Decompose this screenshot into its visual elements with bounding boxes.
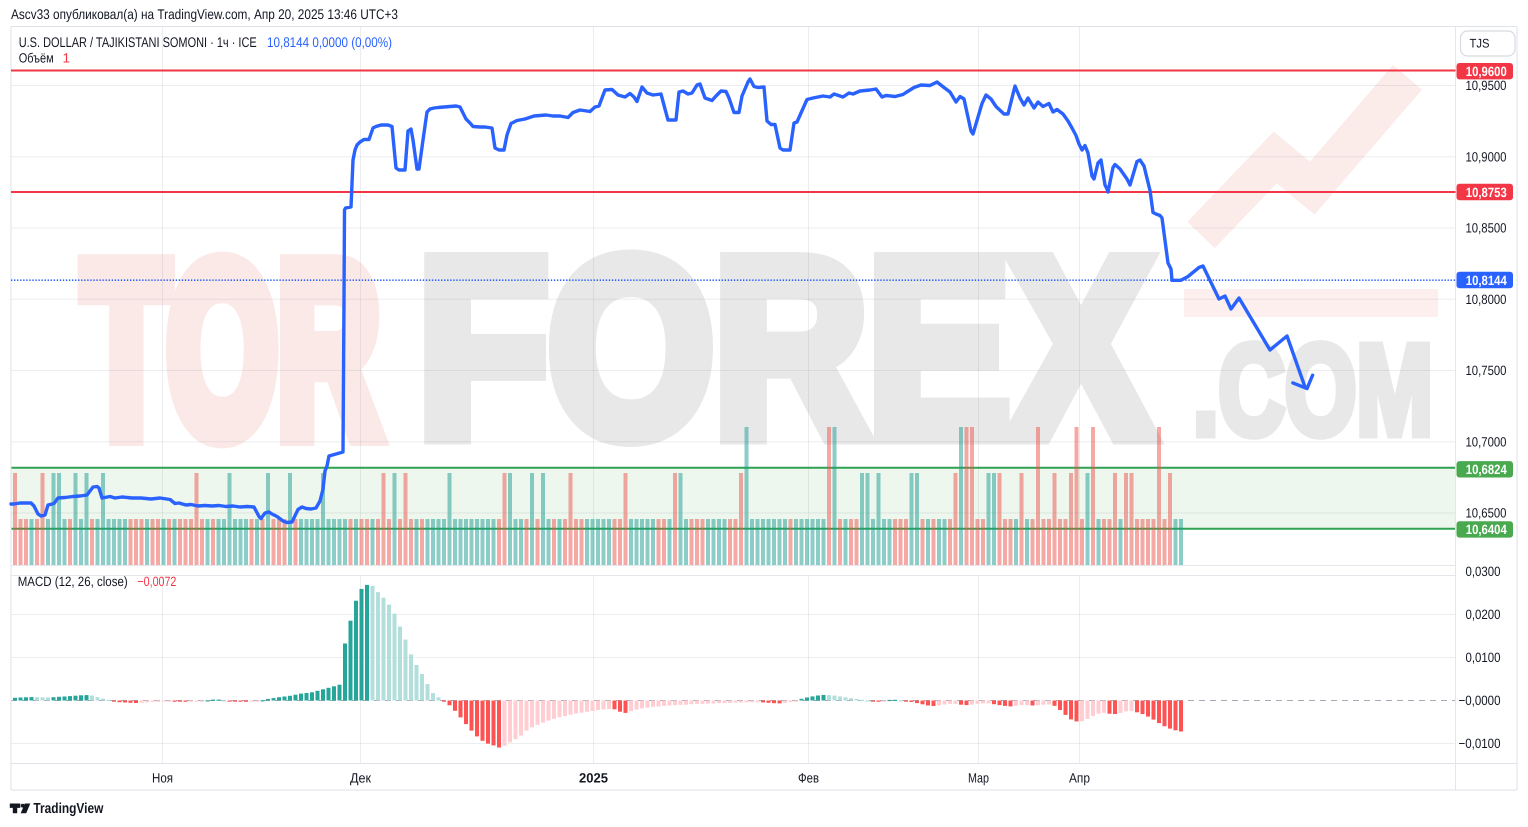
svg-text:Фев: Фев <box>798 770 819 785</box>
svg-text:10,8500: 10,8500 <box>1466 221 1507 236</box>
svg-text:Ноя: Ноя <box>152 770 173 785</box>
svg-text:10,6404: 10,6404 <box>1466 522 1507 537</box>
svg-text:MACD (12, 26, close): MACD (12, 26, close) <box>18 574 128 589</box>
svg-text:10,8000: 10,8000 <box>1466 292 1507 307</box>
svg-text:Ascv33 опубликовал(а) на Tradi: Ascv33 опубликовал(а) на TradingView.com… <box>11 6 398 22</box>
svg-text:FOREX: FOREX <box>418 208 1152 489</box>
svg-text:10,8144: 10,8144 <box>1466 273 1507 288</box>
svg-text:.COM: .COM <box>1193 319 1433 462</box>
svg-text:10,6824: 10,6824 <box>1466 462 1507 477</box>
svg-text:10,6500: 10,6500 <box>1466 506 1507 521</box>
svg-text:TJS: TJS <box>1470 37 1490 51</box>
svg-text:10,7500: 10,7500 <box>1466 363 1507 378</box>
svg-text:0,0200: 0,0200 <box>1466 607 1501 622</box>
svg-text:Мар: Мар <box>968 770 989 785</box>
svg-text:−0,0100: −0,0100 <box>1459 736 1501 751</box>
svg-text:Объём: Объём <box>19 51 54 66</box>
svg-text:Апр: Апр <box>1069 770 1090 785</box>
svg-text:2025: 2025 <box>579 770 608 785</box>
svg-text:0,0100: 0,0100 <box>1466 650 1501 665</box>
svg-text:−0,0072: −0,0072 <box>137 574 176 589</box>
svg-text:U.S. DOLLAR / TAJIKISTANI SOMO: U.S. DOLLAR / TAJIKISTANI SOMONI · 1ч · … <box>19 34 257 50</box>
svg-text:10,9600: 10,9600 <box>1466 64 1507 79</box>
svg-text:10,9000: 10,9000 <box>1466 149 1507 164</box>
svg-text:10,8753: 10,8753 <box>1466 185 1507 200</box>
svg-text:10,8144 0,0000 (0,00%): 10,8144 0,0000 (0,00%) <box>267 34 392 50</box>
svg-text:TOR: TOR <box>83 213 380 486</box>
svg-text:TradingView: TradingView <box>33 801 104 817</box>
svg-text:−0,0000: −0,0000 <box>1459 693 1501 708</box>
svg-text:Дек: Дек <box>350 770 371 785</box>
svg-text:10,9500: 10,9500 <box>1466 78 1507 93</box>
svg-text:0,0300: 0,0300 <box>1466 564 1501 579</box>
svg-text:10,7000: 10,7000 <box>1466 434 1507 449</box>
svg-text:1: 1 <box>63 51 71 66</box>
